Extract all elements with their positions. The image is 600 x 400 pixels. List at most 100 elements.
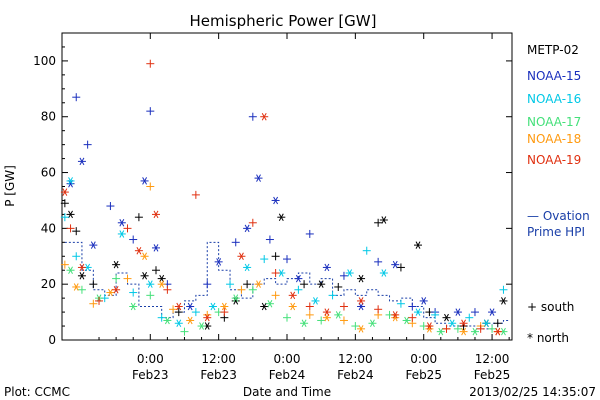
data-point [459,319,468,328]
data-point [260,255,269,264]
data-point [197,322,206,330]
legend-noaa-16: NOAA-16 [527,92,581,106]
data-point [106,202,115,211]
legend: METP-02 NOAA-15 NOAA-16 NOAA-17 NOAA-18 NOAA-… [527,43,590,239]
x-tick-labels: 0:00 Feb23 12:00 Feb23 0:00 Feb24 12:00 Feb24 0:… [132,352,510,382]
data-point [112,274,121,283]
data-point [482,319,491,328]
legend-ovation-prime-hpi-2: Prime HPI [527,225,585,239]
data-point [66,177,75,185]
data-point [470,327,479,336]
data-point [459,327,468,336]
data-point [72,283,81,291]
data-point [271,252,280,261]
data-point [248,218,257,227]
data-point [203,313,212,322]
data-point [243,263,252,272]
x-tick-time: 0:00 [274,352,301,366]
data-point [95,296,104,305]
data-point [60,260,69,269]
legend-ovation-prime-hpi: — Ovation [527,209,590,223]
data-point [243,280,252,289]
data-point [334,282,343,291]
data-point [77,285,86,294]
data-point [442,313,451,322]
data-point [317,316,326,325]
data-point [248,285,257,294]
data-point [431,310,440,319]
data-point [453,308,462,316]
data-point [106,288,115,297]
data-point [351,322,360,331]
data-point [499,285,508,294]
data-point [414,308,423,316]
data-point [379,216,388,224]
data-point [476,324,485,333]
data-point [265,299,274,308]
x-tick-date: Feb25 [474,368,511,382]
data-point [134,213,143,222]
data-point [134,246,143,255]
data-point [163,316,172,325]
data-point [77,157,86,166]
data-point [77,263,86,272]
data-point [425,322,434,330]
data-point [283,255,291,264]
data-point [146,107,155,116]
data-point [419,297,428,305]
data-point [157,280,166,288]
data-point [89,299,98,308]
data-point [231,294,240,302]
data-point [66,266,75,274]
data-point [140,177,149,185]
data-point [151,266,160,275]
data-point [186,302,195,311]
data-point [294,285,303,294]
plot-timestamp: 2013/02/25 14:35:07 [469,385,596,399]
data-point [368,319,377,328]
data-point [414,241,423,249]
data-point [357,297,366,305]
data-point [60,199,69,208]
data-point [83,140,92,149]
x-tick-time: 12:00 [338,352,373,366]
data-point [277,213,286,221]
data-point [305,229,314,238]
y-tick-label: 40 [41,221,56,235]
data-point [112,260,121,269]
legend-south-marker: + south [527,300,574,314]
x-tick-time: 0:00 [410,352,437,366]
legend-noaa-15: NOAA-15 [527,69,581,83]
data-point [288,302,297,311]
x-tick-date: Feb24 [337,368,374,382]
data-point [448,319,457,328]
data-point [140,272,149,280]
data-point [493,319,502,328]
y-tick-labels: 0 20 40 60 80 100 [33,54,56,347]
data-point [436,327,445,336]
y-axis-label: P [GW] [3,165,17,207]
data-point [465,313,474,322]
x-tick-date: Feb23 [132,368,169,382]
x-tick-date: Feb23 [200,368,237,382]
data-point [237,285,246,294]
data-point [146,182,155,191]
data-point [191,190,200,199]
data-point [408,313,417,322]
data-point [248,112,257,121]
data-point [117,230,126,238]
data-point [151,210,160,219]
data-point [391,260,400,269]
data-point [60,213,69,222]
data-point [357,302,366,311]
data-point [146,291,155,300]
data-point [60,188,69,196]
data-point [339,302,348,311]
data-point [283,313,291,322]
plot-credit: Plot: CCMC [4,385,70,399]
data-point [300,280,309,289]
data-points [60,59,508,336]
data-point [357,274,366,283]
data-point [157,313,166,322]
data-point [208,302,217,311]
